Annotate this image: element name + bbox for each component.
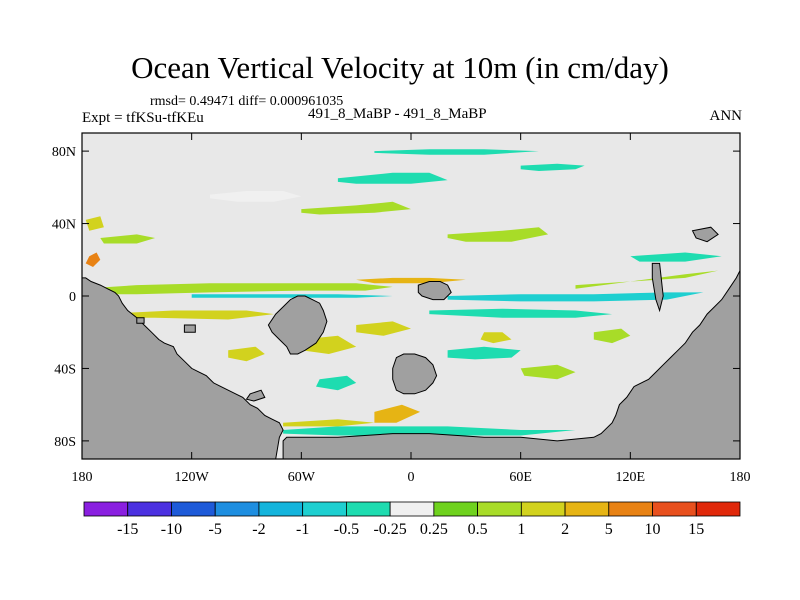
experiment-label: Expt = tfKSu-tfKEu — [82, 110, 204, 126]
colorbar-swatch — [214, 501, 260, 517]
anomaly-region — [593, 328, 631, 344]
stats-label: rmsd= 0.49471 diff= 0.000961035 — [150, 94, 344, 109]
land-region — [245, 389, 266, 402]
land-region — [136, 317, 145, 324]
colorbar-swatch — [564, 501, 610, 517]
colorbar-swatch — [520, 501, 566, 517]
land-region — [691, 226, 719, 243]
colorbar-swatch — [652, 501, 697, 517]
comparison-label: 491_8_MaBP - 491_8_MaBP — [308, 106, 487, 122]
land-region — [651, 262, 664, 313]
anomaly-region — [447, 227, 549, 242]
land-region — [282, 270, 740, 459]
anomaly-region — [228, 346, 265, 362]
anomaly-region — [283, 426, 576, 436]
anomaly-region — [520, 364, 576, 380]
anomaly-region — [374, 149, 539, 155]
x-tick-label: 0 — [408, 470, 415, 485]
colorbar-swatch — [171, 501, 216, 517]
colorbar-swatch — [127, 501, 172, 517]
anomaly-region — [337, 172, 448, 184]
y-tick-label: 80N — [52, 145, 76, 160]
chart-title: Ocean Vertical Velocity at 10m (in cm/da… — [131, 50, 669, 85]
anomaly-region — [630, 252, 722, 262]
anomaly-region — [316, 375, 357, 391]
anomaly-region — [520, 163, 585, 171]
colorbar-swatch — [433, 501, 479, 517]
anomaly-region — [374, 404, 421, 423]
colorbar-label: -15 — [117, 521, 138, 538]
colorbar-swatch — [389, 501, 435, 517]
y-tick-label: 40N — [52, 218, 76, 233]
colorbar-label: -0.25 — [373, 521, 406, 538]
colorbar-label: 15 — [688, 521, 704, 538]
colorbar-label: 1 — [517, 521, 525, 538]
land-region — [417, 281, 452, 301]
x-tick-label: 60W — [288, 470, 316, 485]
anomaly-region — [209, 191, 302, 202]
y-tick-label: 80S — [54, 435, 76, 450]
anomaly-region — [283, 419, 375, 427]
anomaly-region — [480, 332, 512, 344]
anomaly-region — [85, 216, 104, 231]
colorbar-label: -2 — [252, 521, 265, 538]
land-region — [183, 324, 196, 333]
colorbar-label: 2 — [561, 521, 569, 538]
colorbar-label: 5 — [605, 521, 613, 538]
colorbar-label: -5 — [209, 521, 222, 538]
colorbar-swatch — [477, 501, 522, 517]
axes: 180 120W 60W 0 60E 120E 180 80N 40N 0 40S 80S — [52, 133, 751, 485]
colorbar-swatch — [608, 501, 653, 517]
land-region — [392, 353, 438, 395]
colorbar-swatch — [258, 501, 304, 517]
anomaly-region — [301, 201, 411, 215]
land-region — [267, 295, 328, 355]
colorbar: -15 -10 -5 -2 -1 -0.5 -0.25 0.25 0.5 1 2 5 10 15 — [83, 501, 741, 538]
anomaly-region — [447, 292, 704, 302]
colorbar-label: -0.5 — [334, 521, 359, 538]
anomaly-region — [191, 294, 393, 298]
season-label: ANN — [709, 108, 743, 124]
anomaly-region — [82, 283, 393, 295]
anomaly-region — [447, 346, 521, 360]
anomaly-region — [100, 234, 156, 244]
colorbar-label: 0.5 — [468, 521, 488, 538]
x-tick-label: 120E — [616, 470, 646, 485]
x-tick-label: 180 — [730, 470, 751, 485]
y-tick-label: 0 — [69, 290, 76, 305]
colorbar-swatch — [695, 501, 741, 517]
x-tick-label: 120W — [175, 470, 210, 485]
y-tick-label: 40S — [54, 362, 76, 377]
colorbar-swatch — [302, 501, 347, 517]
anomaly-region — [429, 308, 613, 318]
map-features — [82, 149, 740, 459]
colorbar-label: 10 — [645, 521, 661, 538]
colorbar-swatch — [345, 501, 391, 517]
colorbar-swatch — [83, 501, 129, 517]
anomaly-region — [575, 270, 719, 289]
anomaly-region — [85, 252, 101, 267]
colorbar-label: -1 — [296, 521, 309, 538]
x-tick-label: 180 — [72, 470, 93, 485]
x-tick-label: 60E — [509, 470, 532, 485]
colorbar-label: -10 — [161, 521, 182, 538]
anomaly-region — [356, 321, 411, 336]
colorbar-label: 0.25 — [420, 521, 448, 538]
land-region — [82, 277, 284, 459]
